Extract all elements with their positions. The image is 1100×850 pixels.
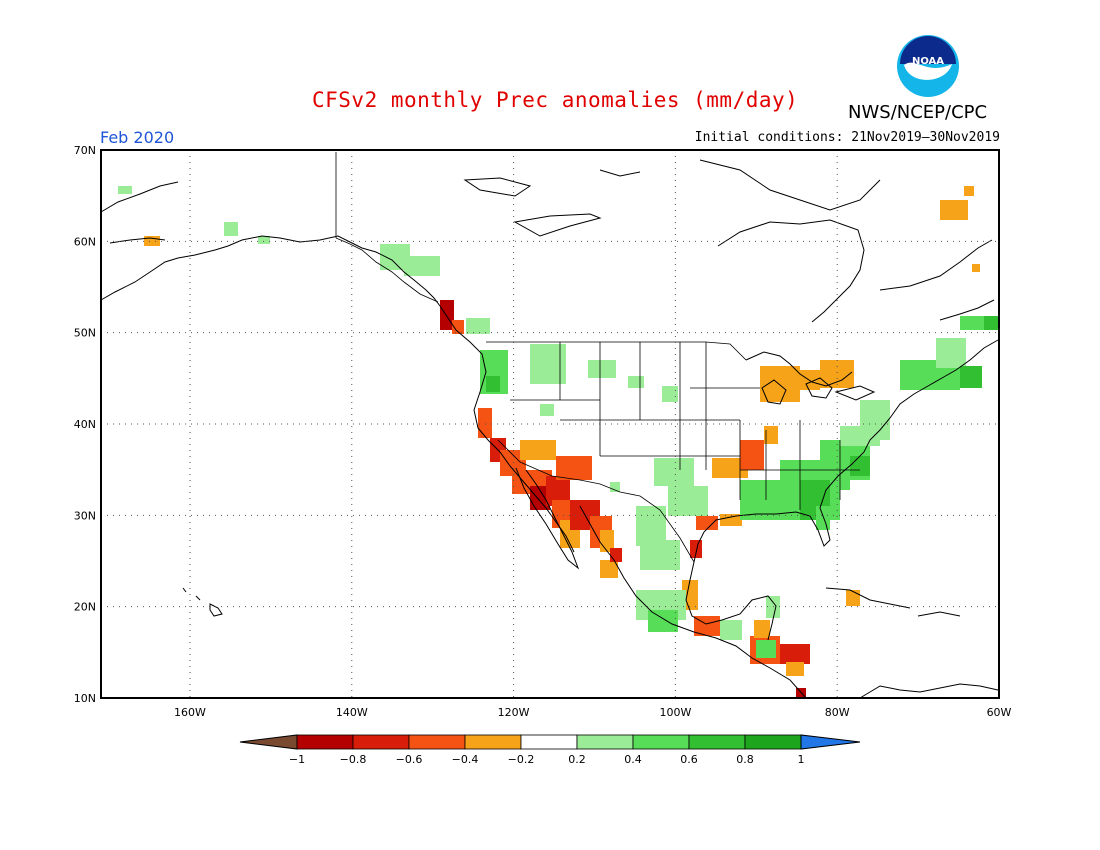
anomaly-cell	[600, 560, 618, 578]
longitude-tick-label: 120W	[498, 706, 530, 719]
anomaly-cell	[404, 256, 440, 276]
anomaly-cell	[530, 344, 566, 384]
political-borders	[335, 152, 860, 563]
latitude-tick-label: 10N	[74, 692, 96, 705]
legend-arrow-above	[800, 734, 861, 750]
legend-label: −0.8	[340, 753, 367, 766]
anomaly-cell	[628, 376, 644, 388]
anomaly-cell	[800, 370, 820, 390]
color-legend: −1 −0.8 −0.6 −0.4 −0.2 0.2 0.4 0.6 0.8 1	[239, 734, 861, 766]
anomaly-cell	[258, 236, 270, 244]
anomaly-cell	[816, 506, 830, 530]
anomaly-cell	[846, 590, 860, 606]
anomaly-cell	[540, 404, 554, 416]
anomaly-cell	[964, 186, 974, 196]
legend-label: 0.6	[680, 753, 698, 766]
coastlines	[100, 159, 999, 699]
anomaly-cell	[556, 456, 592, 480]
legend-label: 0.8	[736, 753, 754, 766]
legend-arrow-below	[239, 734, 298, 750]
anomaly-cell	[850, 456, 870, 476]
latitude-tick-label: 40N	[74, 418, 96, 431]
valid-month-label: Feb 2020	[100, 128, 175, 147]
anomaly-cell	[520, 440, 556, 460]
longitude-tick-label: 100W	[659, 706, 691, 719]
legend-swatch	[352, 734, 410, 750]
anomaly-cell	[754, 620, 770, 638]
legend-swatch	[688, 734, 746, 750]
legend-swatch	[408, 734, 466, 750]
noaa-logo-text: NOAA	[912, 56, 944, 67]
anomaly-cell	[654, 458, 694, 486]
anomaly-cell	[478, 408, 492, 438]
legend-label: 1	[798, 753, 805, 766]
longitude-tick-label: 60W	[987, 706, 1012, 719]
legend-label: −0.6	[396, 753, 423, 766]
legend-label: −0.4	[452, 753, 479, 766]
latitude-tick-label: 20N	[74, 601, 96, 614]
chart-title: CFSv2 monthly Prec anomalies (mm/day)	[312, 88, 799, 112]
anomaly-cell	[760, 366, 800, 402]
anomaly-cell	[224, 222, 238, 236]
anomaly-cell	[696, 516, 718, 530]
anomaly-cell	[756, 640, 776, 658]
legend-swatch	[576, 734, 634, 750]
anomaly-cell	[936, 338, 966, 368]
anomaly-cell	[984, 316, 998, 330]
legend-swatch	[464, 734, 522, 750]
anomaly-cell	[764, 426, 778, 444]
legend-label: 0.4	[624, 753, 642, 766]
anomaly-cell	[440, 300, 454, 330]
latitude-tick-label: 30N	[74, 509, 96, 522]
map-frame	[100, 149, 1000, 699]
anomaly-cell	[690, 540, 702, 558]
anomaly-cell	[466, 318, 490, 334]
noaa-logo-icon: NOAA	[897, 35, 959, 97]
anomaly-cell	[860, 400, 890, 440]
latitude-tick-label: 60N	[74, 235, 96, 248]
anomaly-cell	[452, 320, 464, 334]
anomaly-cell	[940, 200, 968, 220]
anomaly-cell	[640, 540, 680, 570]
legend-label: 0.2	[568, 753, 586, 766]
legend-swatch	[632, 734, 690, 750]
anomaly-cell	[588, 360, 616, 378]
anomaly-cell	[610, 482, 620, 492]
legend-label: −0.2	[508, 753, 535, 766]
legend-label: −1	[289, 753, 305, 766]
anomaly-cell	[720, 514, 742, 526]
anomaly-cell	[960, 366, 982, 388]
anomaly-cell	[530, 486, 550, 510]
anomaly-cell	[662, 386, 678, 402]
latitude-tick-label: 70N	[74, 144, 96, 157]
latitude-labels: 70N 60N 50N 40N 30N 20N 10N	[74, 144, 96, 705]
anomaly-cell	[118, 186, 132, 194]
anomaly-cell	[780, 644, 810, 664]
anomaly-cell	[668, 486, 708, 516]
anomaly-cell	[972, 264, 980, 272]
anomaly-cell	[712, 458, 748, 478]
legend-swatch	[296, 734, 354, 750]
longitude-tick-label: 80W	[825, 706, 850, 719]
anomaly-cell	[486, 376, 500, 392]
anomaly-cell	[144, 236, 160, 246]
longitude-tick-label: 140W	[336, 706, 368, 719]
anomaly-cell	[740, 440, 764, 470]
anomaly-cell	[648, 610, 678, 632]
anomaly-cell	[720, 620, 742, 640]
longitude-labels: 160W 140W 120W 100W 80W 60W	[174, 706, 1012, 719]
gridlines	[101, 150, 999, 698]
longitude-tick-label: 160W	[174, 706, 206, 719]
legend-swatch	[744, 734, 802, 750]
anomaly-cell	[786, 662, 804, 676]
agency-label: NWS/NCEP/CPC	[848, 102, 988, 123]
anomaly-cell	[610, 548, 622, 562]
legend-swatch	[520, 734, 578, 750]
initial-conditions-label: Initial conditions: 21Nov2019–30Nov2019	[694, 130, 1000, 145]
latitude-tick-label: 50N	[74, 327, 96, 340]
anomaly-cell	[636, 506, 666, 546]
anomaly-cells	[118, 186, 1000, 698]
